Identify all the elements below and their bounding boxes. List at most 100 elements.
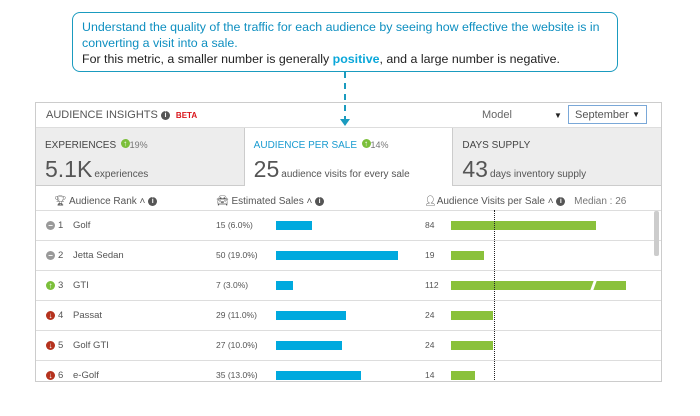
visits-bar [451,221,597,230]
callout-line1: Understand the quality of the traffic fo… [82,20,600,50]
table-row[interactable]: ↓ 6 e-Golf 35 (13.0%) 14 [36,360,661,381]
rank-number: 5 [58,340,64,351]
callout-arrow [344,72,346,122]
visits-bar [451,251,484,260]
sales-value: 7 (3.0%) [216,280,249,290]
visits-value: 24 [425,310,435,320]
callout-text: For this metric, a smaller number is gen… [82,52,333,66]
arrow-head-icon [340,119,350,126]
rank-number: 3 [58,280,64,291]
visits-value: 14 [425,370,435,380]
tab-label: EXPERIENCES [45,140,117,151]
arrow-up-icon: ↑ [361,139,371,149]
visits-value: 112 [425,280,439,290]
arrow-up-icon: ↑ [120,139,130,149]
visits-value: 24 [425,340,435,350]
model-dropdown[interactable]: Model ▼ [482,109,562,121]
tab-change: 19% [129,140,148,150]
sales-bar [276,371,362,380]
caret-down-icon: ▼ [553,111,562,120]
caret-down-icon: ▼ [632,110,640,119]
beta-badge: BETA [175,111,198,120]
callout-line2: For this metric, a smaller number is gen… [82,51,608,67]
panel-title: AUDIENCE INSIGHTS [46,109,158,121]
tab-experiences[interactable]: EXPERIENCES ↑ 19% 5.1K experiences [36,128,245,186]
panel-header: AUDIENCE INSIGHTS i BETA Model ▼ September… [36,103,661,128]
median-line [494,210,495,380]
sales-bar [276,251,398,260]
rank-number: 2 [58,250,64,261]
sales-bar [276,281,293,290]
tab-value: 25 [253,156,280,182]
sort-up-icon: ˄ [306,196,313,207]
rank-number: 1 [58,220,64,231]
median-label: Median : 26 [574,196,627,207]
rank-number: 6 [58,370,64,381]
trend-down-icon: ↓ [46,341,55,350]
tooltip-callout: Understand the quality of the traffic fo… [72,12,618,72]
sales-bar [276,311,347,320]
trend-up-icon: ↑ [46,281,55,290]
audience-name: Golf [73,220,91,231]
sales-value: 27 (10.0%) [216,340,258,350]
audience-name: GTI [73,280,89,291]
scrollbar[interactable] [654,211,659,256]
visits-bar [451,341,493,350]
visits-bar [451,281,626,290]
callout-text: , and a large number is negative. [379,52,560,66]
table-row[interactable]: ↓ 5 Golf GTI 27 (10.0%) 24 [36,330,661,360]
car-icon: 🚘︎ [216,196,229,207]
tab-unit: days inventory supply [489,169,587,180]
tab-unit: audience visits for every sale [281,169,410,180]
info-icon[interactable]: i [148,196,158,206]
sales-value: 15 (6.0%) [216,220,253,230]
audience-insights-panel: AUDIENCE INSIGHTS i BETA Model ▼ September… [35,102,662,382]
audience-table: − 1 Golf 15 (6.0%) 84 − 2 Jetta Sedan 50… [36,210,661,381]
visits-value: 19 [425,250,435,260]
visits-bar [451,371,476,380]
visits-value: 84 [425,220,435,230]
tab-value: 43 [462,156,488,182]
audience-name: e-Golf [73,370,99,381]
tab-unit: experiences [94,169,149,180]
column-label: Audience Visits per Sale [436,196,545,207]
month-select[interactable]: September ▼ [568,105,647,124]
column-label: Estimated Sales [231,196,304,207]
trophy-icon: 🏆︎ [54,196,67,207]
table-row[interactable]: ↑ 3 GTI 7 (3.0%) 112 [36,270,661,300]
sales-bar [276,221,313,230]
table-row[interactable]: − 2 Jetta Sedan 50 (19.0%) 19 [36,240,661,270]
sales-value: 29 (11.0%) [216,310,257,320]
column-header-rank[interactable]: 🏆︎ Audience Rank ˄ i [54,196,158,207]
sales-value: 35 (13.0%) [216,370,258,380]
trend-same-icon: − [46,251,55,260]
table-row[interactable]: − 1 Golf 15 (6.0%) 84 [36,210,661,240]
table-row[interactable]: ↓ 4 Passat 29 (11.0%) 24 [36,300,661,330]
user-icon: 👤︎ [424,196,437,207]
month-value: September [575,109,629,121]
model-label: Model [482,109,512,121]
sales-value: 50 (19.0%) [216,250,258,260]
audience-name: Passat [73,310,103,321]
tab-label: AUDIENCE PER SALE [253,140,358,151]
tab-value: 5.1K [45,156,93,182]
sort-up-icon: ˄ [139,196,146,207]
trend-same-icon: − [46,221,55,230]
column-header-sales[interactable]: 🚘︎ Estimated Sales ˄ i [216,196,325,207]
audience-name: Jetta Sedan [73,250,124,261]
visits-bar [451,311,493,320]
tab-days-supply[interactable]: DAYS SUPPLY 43 days inventory supply [453,128,661,186]
trend-down-icon: ↓ [46,371,55,380]
callout-emphasis: positive [332,52,380,66]
audience-name: Golf GTI [73,340,109,351]
tab-audience-per-sale[interactable]: AUDIENCE PER SALE ↑ 14% 25 audience visits… [244,128,454,186]
sort-up-icon: ˄ [547,196,554,207]
trend-down-icon: ↓ [46,311,55,320]
column-header-visits[interactable]: 👤︎Audience Visits per Sale ˄ i Median : … [424,196,626,207]
column-label: Audience Rank [68,196,137,207]
sales-bar [276,341,342,350]
tab-change: 14% [370,140,389,150]
info-icon[interactable]: i [315,196,325,206]
info-icon[interactable]: i [556,196,566,206]
info-icon[interactable]: i [160,110,170,120]
